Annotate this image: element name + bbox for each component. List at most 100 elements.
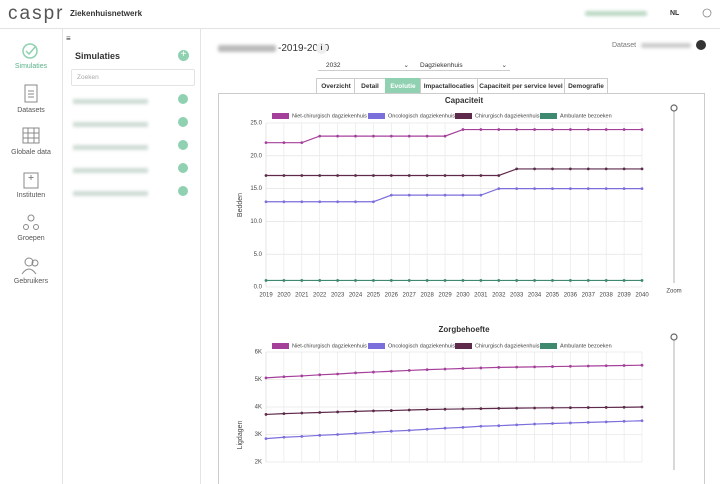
nav-item[interactable]: Instituten <box>16 192 46 199</box>
simulation-item-blurred[interactable] <box>73 145 148 150</box>
language-select[interactable]: NL <box>670 10 680 17</box>
data-point <box>407 193 411 197</box>
data-point <box>640 405 644 409</box>
nav-item[interactable]: Simulaties <box>14 63 48 70</box>
data-point <box>497 366 501 369</box>
data-point <box>622 128 626 131</box>
data-point <box>461 425 465 429</box>
data-point <box>551 128 554 131</box>
dataset-edit[interactable] <box>696 40 706 50</box>
data-point <box>622 187 626 191</box>
data-point <box>586 167 590 171</box>
nav-icon <box>22 127 40 144</box>
data-point <box>533 279 536 282</box>
data-point <box>640 167 644 171</box>
data-point <box>318 411 322 414</box>
nav-icon <box>21 257 39 275</box>
data-point <box>282 141 286 145</box>
data-point <box>461 128 465 131</box>
legend-swatch <box>368 113 385 119</box>
x-tick-label: 2034 <box>528 293 542 299</box>
year-select[interactable]: 2032 ⌄ <box>318 61 412 71</box>
data-point <box>533 422 536 426</box>
data-point <box>264 279 268 282</box>
data-point <box>336 410 340 414</box>
user-email-blurred[interactable] <box>585 11 647 16</box>
data-point <box>640 419 644 423</box>
simulation-item-blurred[interactable] <box>73 168 148 173</box>
series-line <box>266 188 642 203</box>
data-point <box>479 174 483 177</box>
simulation-action[interactable] <box>178 117 188 127</box>
simulation-action[interactable] <box>178 140 188 150</box>
data-point <box>407 134 411 138</box>
help-icon[interactable] <box>702 8 712 18</box>
y-tick-label: 15.0 <box>250 186 262 192</box>
nav-item[interactable]: Groepen <box>17 235 45 242</box>
x-tick-label: 2026 <box>385 293 399 299</box>
x-tick-label: 2033 <box>510 293 524 299</box>
data-point <box>264 376 268 380</box>
menu-toggle[interactable]: ≡ <box>66 34 71 43</box>
series-line <box>265 406 643 416</box>
data-point <box>282 279 286 282</box>
x-tick-label: 2019 <box>259 293 273 299</box>
data-point <box>461 279 465 282</box>
simulation-item-blurred[interactable] <box>73 122 148 127</box>
data-point <box>264 174 268 177</box>
department-select[interactable]: Dagziekenhuis ⌄ <box>412 61 510 71</box>
y-tick-label: 4K <box>255 405 262 411</box>
data-point <box>336 174 340 177</box>
x-tick-label: 2021 <box>295 293 309 299</box>
simulation-action[interactable] <box>178 94 188 104</box>
logo[interactable]: caspr <box>8 3 65 24</box>
nav-item[interactable]: Gebruikers <box>13 278 49 285</box>
data-point <box>551 422 554 425</box>
data-point <box>568 421 572 425</box>
data-point <box>586 406 590 409</box>
data-point <box>372 409 375 413</box>
data-point <box>443 407 447 411</box>
y-tick-label: 2K <box>255 460 262 466</box>
zoom-label: Zoom <box>666 289 681 295</box>
y-axis-label: Bedden <box>237 193 244 217</box>
data-point <box>568 279 572 282</box>
simulation-item-blurred[interactable] <box>73 191 148 196</box>
sidebar: Simulaties Datasets Globale data Institu… <box>0 29 71 484</box>
data-point <box>497 174 501 177</box>
series-line <box>266 168 642 177</box>
simulation-action[interactable] <box>178 186 188 196</box>
y-axis-label: Ligdagen <box>237 420 244 449</box>
data-point <box>479 279 483 282</box>
data-point <box>336 200 340 204</box>
data-point <box>300 279 304 282</box>
x-tick-label: 2038 <box>600 293 614 299</box>
nav-item[interactable]: Globale data <box>11 149 51 156</box>
data-point <box>389 193 393 197</box>
data-point <box>300 374 304 378</box>
zoom-handle[interactable] <box>670 104 678 112</box>
data-point <box>443 279 447 282</box>
data-point <box>515 423 519 427</box>
data-point <box>515 279 519 282</box>
data-point <box>551 365 554 368</box>
data-point <box>282 375 286 379</box>
x-tick-label: 2028 <box>420 293 434 299</box>
search-input[interactable]: Zoeken <box>71 69 195 86</box>
x-tick-label: 2024 <box>349 293 363 299</box>
add-button[interactable]: + <box>178 50 189 61</box>
nav-icon <box>22 43 38 59</box>
nav-item[interactable]: Datasets <box>17 107 45 114</box>
zoom-handle[interactable] <box>670 333 678 341</box>
simulation-action[interactable] <box>178 163 188 173</box>
info-button[interactable]: i <box>316 43 327 54</box>
data-point <box>318 279 322 282</box>
legend-swatch <box>540 113 557 119</box>
data-point <box>425 408 429 411</box>
data-point <box>568 128 572 131</box>
data-point <box>515 406 519 410</box>
tab[interactable]: Demografie <box>564 78 608 94</box>
data-point <box>318 134 322 138</box>
simulation-item-blurred[interactable] <box>73 99 148 104</box>
